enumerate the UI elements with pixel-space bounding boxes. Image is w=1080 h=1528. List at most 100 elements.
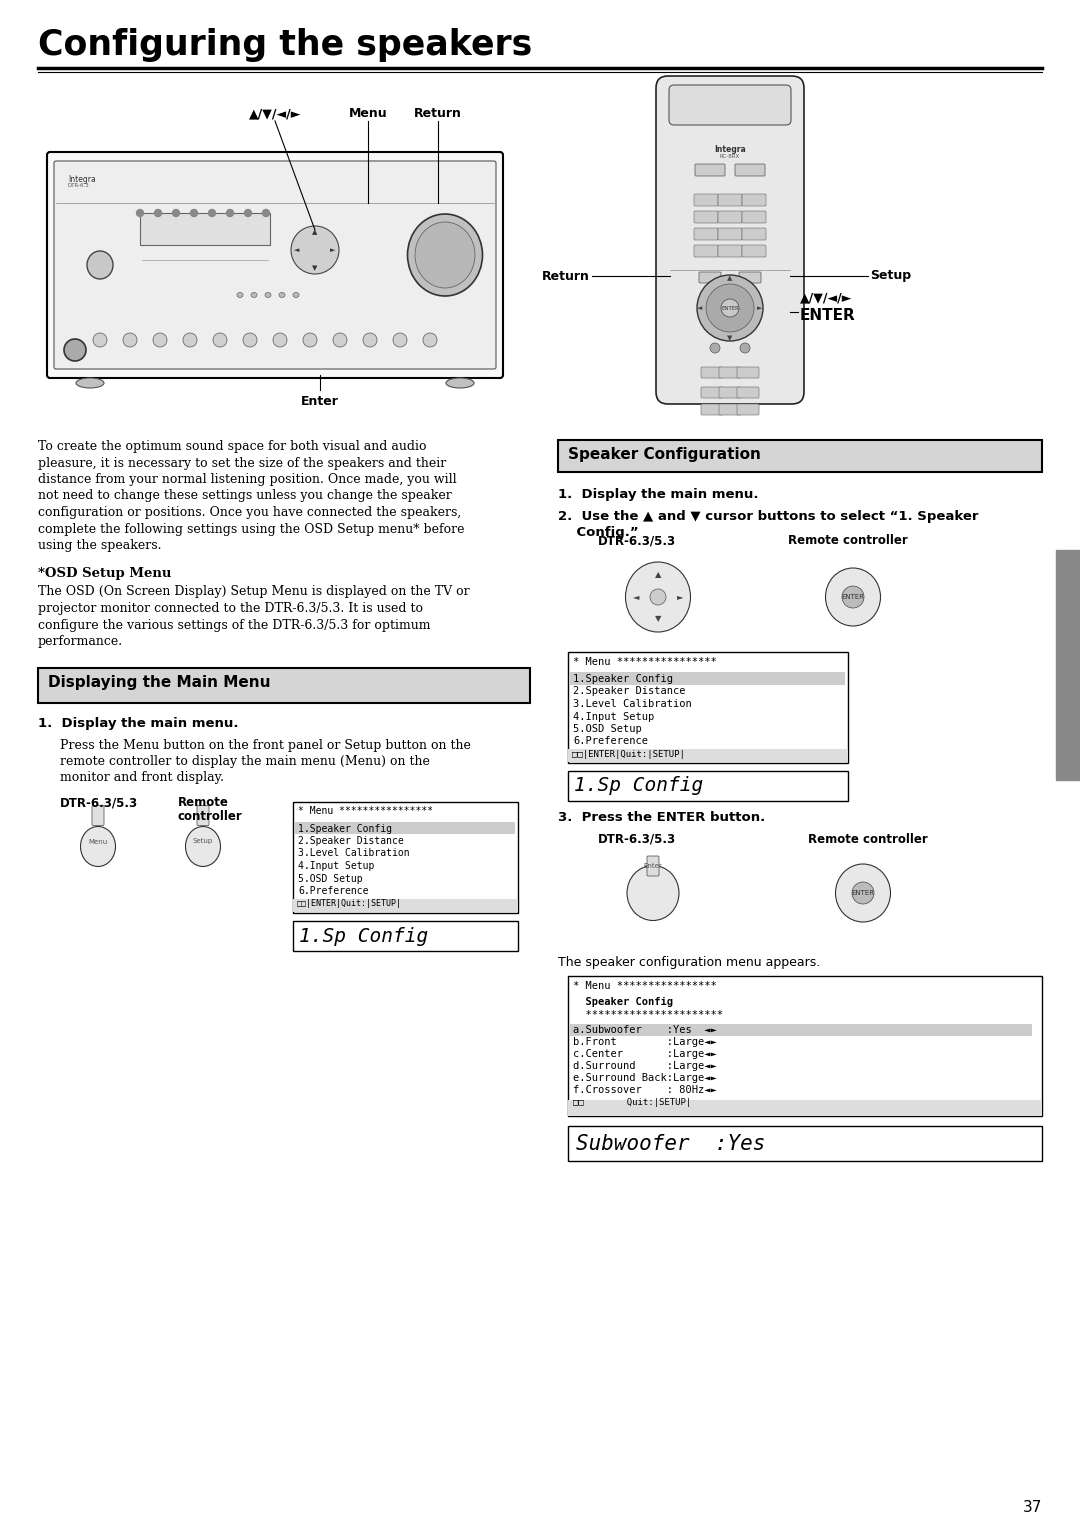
Text: configure the various settings of the DTR-6.3/5.3 for optimum: configure the various settings of the DT… (38, 619, 431, 631)
Text: 3.  Press the ENTER button.: 3. Press the ENTER button. (558, 811, 766, 824)
Text: Speaker Configuration: Speaker Configuration (568, 448, 761, 461)
Ellipse shape (627, 865, 679, 920)
FancyBboxPatch shape (701, 403, 723, 416)
Bar (568, 749, 848, 762)
Text: 6.Preference: 6.Preference (298, 886, 368, 895)
Ellipse shape (721, 299, 739, 316)
Text: 1.  Display the main menu.: 1. Display the main menu. (38, 717, 239, 729)
Text: a.Subwoofer    :Yes  ◄►: a.Subwoofer :Yes ◄► (573, 1025, 717, 1034)
Text: performance.: performance. (38, 636, 123, 648)
Text: monitor and front display.: monitor and front display. (60, 770, 224, 784)
Bar (570, 1024, 1032, 1036)
Text: 6.Preference: 6.Preference (573, 736, 648, 747)
Bar (568, 976, 1042, 1115)
Text: distance from your normal listening position. Once made, you will: distance from your normal listening posi… (38, 474, 457, 486)
Bar (568, 652, 848, 762)
Text: ▼: ▼ (312, 264, 318, 270)
Ellipse shape (393, 333, 407, 347)
Text: ◄: ◄ (633, 593, 639, 602)
FancyBboxPatch shape (694, 228, 718, 240)
Text: * Menu ****************: * Menu **************** (573, 657, 717, 668)
Text: ENTER: ENTER (721, 306, 739, 310)
Text: 2.Speaker Distance: 2.Speaker Distance (573, 686, 686, 697)
Text: ►: ► (677, 593, 684, 602)
Text: ▲/▼/◄/►: ▲/▼/◄/► (248, 107, 301, 121)
Text: ENTER: ENTER (841, 594, 864, 601)
Text: * Menu ****************: * Menu **************** (298, 807, 433, 816)
FancyBboxPatch shape (742, 244, 766, 257)
Ellipse shape (76, 377, 104, 388)
Ellipse shape (262, 209, 270, 217)
FancyBboxPatch shape (719, 367, 741, 377)
Ellipse shape (303, 333, 318, 347)
Text: ◄: ◄ (295, 248, 299, 254)
FancyBboxPatch shape (742, 194, 766, 206)
Ellipse shape (836, 863, 891, 921)
Ellipse shape (291, 226, 339, 274)
Ellipse shape (363, 333, 377, 347)
Text: * Menu ****************: * Menu **************** (573, 981, 717, 992)
Text: The OSD (On Screen Display) Setup Menu is displayed on the TV or: The OSD (On Screen Display) Setup Menu i… (38, 585, 470, 599)
Ellipse shape (279, 292, 285, 298)
Text: 1.Speaker Config: 1.Speaker Config (573, 674, 673, 685)
Text: *OSD Setup Menu: *OSD Setup Menu (38, 567, 172, 581)
Text: pleasure, it is necessary to set the size of the speakers and their: pleasure, it is necessary to set the siz… (38, 457, 446, 469)
Ellipse shape (842, 587, 864, 608)
Ellipse shape (423, 333, 437, 347)
Text: DTR-6.3: DTR-6.3 (68, 183, 90, 188)
Text: Return: Return (414, 107, 462, 121)
FancyBboxPatch shape (718, 244, 742, 257)
FancyBboxPatch shape (718, 211, 742, 223)
Text: □□|ENTER|Quit:|SETUP|: □□|ENTER|Quit:|SETUP| (572, 750, 685, 759)
Ellipse shape (173, 209, 179, 217)
FancyBboxPatch shape (669, 86, 791, 125)
FancyBboxPatch shape (701, 367, 723, 377)
Bar (293, 920, 518, 950)
Text: 1.Sp Config: 1.Sp Config (299, 926, 429, 946)
Text: 5.OSD Setup: 5.OSD Setup (573, 724, 642, 733)
Text: Configuring the speakers: Configuring the speakers (38, 28, 532, 63)
Text: Setup: Setup (193, 839, 213, 845)
Text: ◄: ◄ (698, 306, 703, 312)
Text: ▲: ▲ (654, 570, 661, 579)
FancyBboxPatch shape (718, 194, 742, 206)
Text: Displaying the Main Menu: Displaying the Main Menu (48, 674, 270, 689)
Text: ►: ► (757, 306, 762, 312)
Text: **********************: ********************** (573, 1010, 723, 1021)
FancyBboxPatch shape (48, 151, 503, 377)
FancyBboxPatch shape (719, 387, 741, 397)
Text: ▼: ▼ (727, 335, 732, 341)
Text: Remote controller: Remote controller (788, 533, 908, 547)
Text: DTR-6.3/5.3: DTR-6.3/5.3 (60, 796, 138, 810)
FancyBboxPatch shape (735, 163, 765, 176)
FancyBboxPatch shape (737, 367, 759, 377)
Text: 4.Input Setup: 4.Input Setup (573, 712, 654, 721)
Text: ▲: ▲ (312, 229, 318, 235)
Text: f.Crossover    : 80Hz◄►: f.Crossover : 80Hz◄► (573, 1085, 717, 1096)
Text: Integra: Integra (68, 176, 96, 183)
Text: using the speakers.: using the speakers. (38, 539, 162, 552)
Text: remote controller to display the main menu (Menu) on the: remote controller to display the main me… (60, 755, 430, 767)
Ellipse shape (64, 339, 86, 361)
Text: Menu: Menu (349, 107, 388, 121)
Text: To create the optimum sound space for both visual and audio: To create the optimum sound space for bo… (38, 440, 427, 452)
Text: 3.Level Calibration: 3.Level Calibration (298, 848, 409, 859)
Ellipse shape (825, 568, 880, 626)
FancyBboxPatch shape (701, 387, 723, 397)
Text: Subwoofer  :Yes: Subwoofer :Yes (576, 1134, 766, 1154)
FancyBboxPatch shape (694, 244, 718, 257)
FancyBboxPatch shape (739, 272, 761, 283)
FancyBboxPatch shape (737, 403, 759, 416)
Ellipse shape (213, 333, 227, 347)
Text: Enter: Enter (301, 396, 339, 408)
Bar (568, 1126, 1042, 1161)
Ellipse shape (852, 882, 874, 905)
Bar (570, 672, 845, 685)
Text: 4.Input Setup: 4.Input Setup (298, 860, 375, 871)
Text: Integra: Integra (714, 145, 746, 154)
FancyBboxPatch shape (718, 228, 742, 240)
Ellipse shape (243, 333, 257, 347)
Text: ENTER: ENTER (800, 309, 855, 324)
Text: ►: ► (330, 248, 336, 254)
Text: DTR-6.3/5.3: DTR-6.3/5.3 (598, 533, 676, 547)
